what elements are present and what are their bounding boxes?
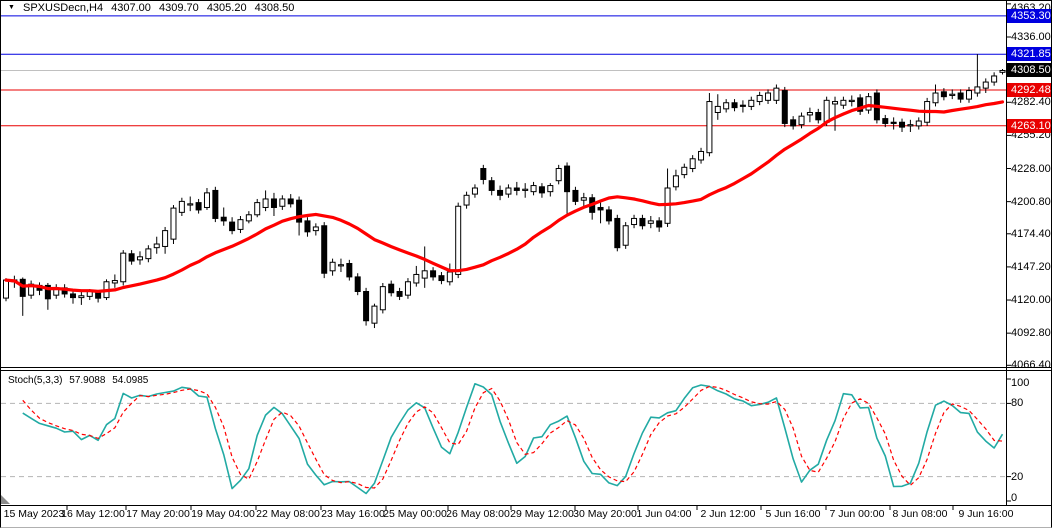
symbol-marker-icon: ▼ — [8, 4, 15, 11]
price-badge: 4308.50 — [1007, 63, 1051, 78]
time-axis-label: 7 Jun 00:00 — [829, 508, 885, 520]
time-axis-label: 29 May 12:00 — [510, 508, 574, 520]
price-tick-label: 4336.00 — [1011, 31, 1051, 43]
price-badge: 4321.85 — [1007, 47, 1051, 62]
time-axis-label: 5 Jun 16:00 — [765, 508, 821, 520]
time-axis-label: 30 May 20:00 — [573, 508, 637, 520]
ohlc-low: 4305.20 — [206, 2, 247, 14]
ohlc-open: 4307.00 — [111, 2, 151, 14]
time-axis-label: 23 May 16:00 — [321, 508, 385, 520]
price-tick-label: 4120.00 — [1011, 294, 1051, 307]
chart-info-line: ▼ SPXUSDecn,H4 4307.00 4309.70 4305.20 4… — [8, 2, 299, 14]
price-badge: 4292.48 — [1007, 82, 1051, 97]
price-badge: 4263.10 — [1007, 118, 1051, 133]
time-axis-label: 8 Jun 08:00 — [892, 508, 948, 520]
indicator-label: Stoch(5,3,3) 57.9088 54.0985 — [8, 375, 152, 386]
price-tick-label: 4174.40 — [1011, 227, 1051, 240]
time-axis-label: 25 May 00:00 — [383, 508, 447, 520]
stoch-scale-label: 20 — [1011, 470, 1024, 483]
time-axis-label: 9 Jun 16:00 — [958, 508, 1014, 520]
ohlc-close: 4308.50 — [254, 2, 295, 14]
price-tick-label: 4228.00 — [1011, 162, 1051, 175]
symbol-period: SPXUSDecn,H4 — [23, 2, 104, 14]
time-axis-label: 17 May 20:00 — [126, 508, 190, 520]
price-tick-label: 4092.80 — [1011, 327, 1051, 340]
time-axis-label: 15 May 2023 — [3, 508, 65, 520]
price-tick-label: 4066.40 — [1011, 359, 1051, 372]
price-tick-label: 4200.80 — [1011, 195, 1051, 208]
stoch-scale-label: 100 — [1011, 377, 1030, 389]
indicator-name: Stoch(5,3,3) — [8, 375, 63, 386]
time-axis-label: 26 May 08:00 — [446, 508, 510, 520]
indicator-k-value: 57.9088 — [69, 375, 106, 386]
price-tick-label: 4282.40 — [1011, 96, 1051, 109]
time-axis-label: 1 Jun 04:00 — [636, 508, 692, 520]
time-axis-label: 19 May 04:00 — [191, 508, 255, 520]
time-axis-label: 16 May 12:00 — [61, 508, 125, 520]
time-axis-label: 2 Jun 12:00 — [700, 508, 756, 520]
price-badge: 4353.30 — [1007, 8, 1051, 23]
resize-grip-icon — [1, 495, 10, 504]
stoch-scale-label: 0 — [1011, 492, 1018, 504]
ohlc-high: 4309.70 — [158, 2, 199, 14]
stoch-scale-label: 80 — [1011, 397, 1024, 410]
time-axis-label: 22 May 08:00 — [256, 508, 320, 520]
price-tick-label: 4147.20 — [1011, 260, 1051, 273]
indicator-d-value: 54.0985 — [112, 375, 149, 386]
